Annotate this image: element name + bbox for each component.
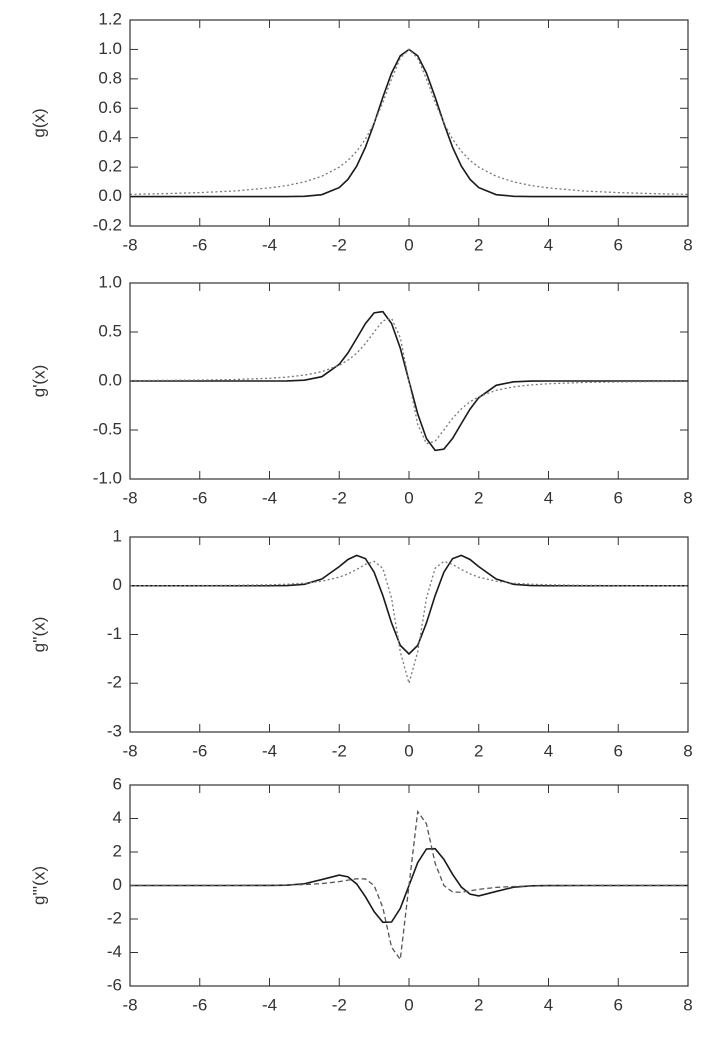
- y-tick-label: 1.0: [98, 272, 122, 291]
- series-line: [130, 48, 688, 198]
- x-tick-label: -4: [262, 488, 277, 507]
- x-tick-label: 4: [544, 995, 553, 1014]
- x-tick-label: -4: [262, 741, 277, 760]
- plot-frame: [129, 282, 689, 480]
- plot-frame: [129, 784, 689, 987]
- x-tick-label: 2: [474, 488, 483, 507]
- y-tick-label: 0.8: [98, 68, 122, 87]
- y-tick-label: -0.2: [93, 215, 122, 234]
- y-tick-label: 1.2: [98, 9, 122, 28]
- y-tick-label: 0: [113, 575, 122, 594]
- x-tick-label: 4: [544, 488, 553, 507]
- panel: -8 -6 -4 -2 0 2 4 6 8 -0.2 0.0 0.2 0.4 0.6 0.8 1.0 1.2 g(…: [29, 9, 692, 254]
- x-tick-label: -8: [122, 235, 137, 254]
- plot-area: [130, 48, 688, 198]
- x-tick-label: -6: [192, 488, 207, 507]
- y-tick-label: -2: [107, 673, 122, 692]
- x-tick-label: 6: [614, 995, 623, 1014]
- x-tick-label: 6: [614, 235, 623, 254]
- y-tick-label: -4: [107, 942, 122, 961]
- y-tick-label: -1: [107, 624, 122, 643]
- y-tick-label: -0.5: [93, 419, 122, 438]
- x-tick-label: -4: [262, 235, 277, 254]
- y-axis-label: g'(x): [29, 365, 48, 398]
- x-tick-label: 8: [683, 741, 692, 760]
- x-tick-label: 8: [683, 235, 692, 254]
- y-tick-label: 1.0: [98, 39, 122, 58]
- plot-area: [130, 310, 688, 452]
- x-tick-label: 0: [404, 488, 413, 507]
- x-tick-label: -2: [332, 235, 347, 254]
- y-tick-label: 4: [113, 808, 122, 827]
- x-tick-label: -6: [192, 235, 207, 254]
- y-axis-label: g''(x): [29, 617, 48, 653]
- y-tick-label: 2: [113, 841, 122, 860]
- x-tick-label: 4: [544, 741, 553, 760]
- x-tick-label: -2: [332, 741, 347, 760]
- x-tick-label: 2: [474, 741, 483, 760]
- panel: -8 -6 -4 -2 0 2 4 6 8 -3 -2 -1 0 1 g''(x): [29, 526, 692, 760]
- series-line: [130, 48, 688, 196]
- x-tick-label: 0: [404, 741, 413, 760]
- y-tick-label: -6: [107, 975, 122, 994]
- y-tick-label: 0.4: [98, 127, 122, 146]
- x-tick-label: -8: [122, 995, 137, 1014]
- x-tick-label: 0: [404, 995, 413, 1014]
- x-tick-label: 6: [614, 741, 623, 760]
- x-tick-label: -6: [192, 741, 207, 760]
- series-line: [130, 317, 688, 445]
- x-tick-label: 6: [614, 488, 623, 507]
- plot-frame: [129, 536, 689, 733]
- series-line: [130, 560, 688, 686]
- y-tick-label: 0: [113, 875, 122, 894]
- x-tick-label: -6: [192, 995, 207, 1014]
- x-tick-label: -8: [122, 741, 137, 760]
- y-tick-label: 0.6: [98, 98, 122, 117]
- x-tick-label: -2: [332, 488, 347, 507]
- panel: -8 -6 -4 -2 0 2 4 6 8 -1.0 -0.5 0.0 0.5 1.0 g'(x): [29, 272, 692, 507]
- x-tick-label: 0: [404, 235, 413, 254]
- y-tick-label: 0.0: [98, 370, 122, 389]
- y-axis-label: g'''(x): [29, 866, 48, 905]
- y-tick-label: -3: [107, 721, 122, 740]
- y-tick-label: 0.2: [98, 157, 122, 176]
- y-axis-label: g(x): [29, 108, 48, 137]
- x-tick-label: 4: [544, 235, 553, 254]
- series-line: [130, 809, 688, 962]
- y-tick-label: 6: [113, 774, 122, 793]
- y-tick-label: -2: [107, 908, 122, 927]
- y-tick-label: 1: [113, 526, 122, 545]
- x-tick-label: 8: [683, 488, 692, 507]
- y-tick-label: 0.5: [98, 321, 122, 340]
- series-line: [130, 554, 688, 656]
- plot-area: [130, 809, 688, 962]
- x-tick-label: 2: [474, 995, 483, 1014]
- x-tick-label: -8: [122, 488, 137, 507]
- plot-area: [130, 554, 688, 686]
- x-tick-label: -4: [262, 995, 277, 1014]
- y-tick-label: 0.0: [98, 186, 122, 205]
- x-tick-label: -2: [332, 995, 347, 1014]
- plot-frame: [129, 19, 689, 227]
- x-tick-label: 2: [474, 235, 483, 254]
- x-tick-label: 8: [683, 995, 692, 1014]
- y-tick-label: -1.0: [93, 468, 122, 487]
